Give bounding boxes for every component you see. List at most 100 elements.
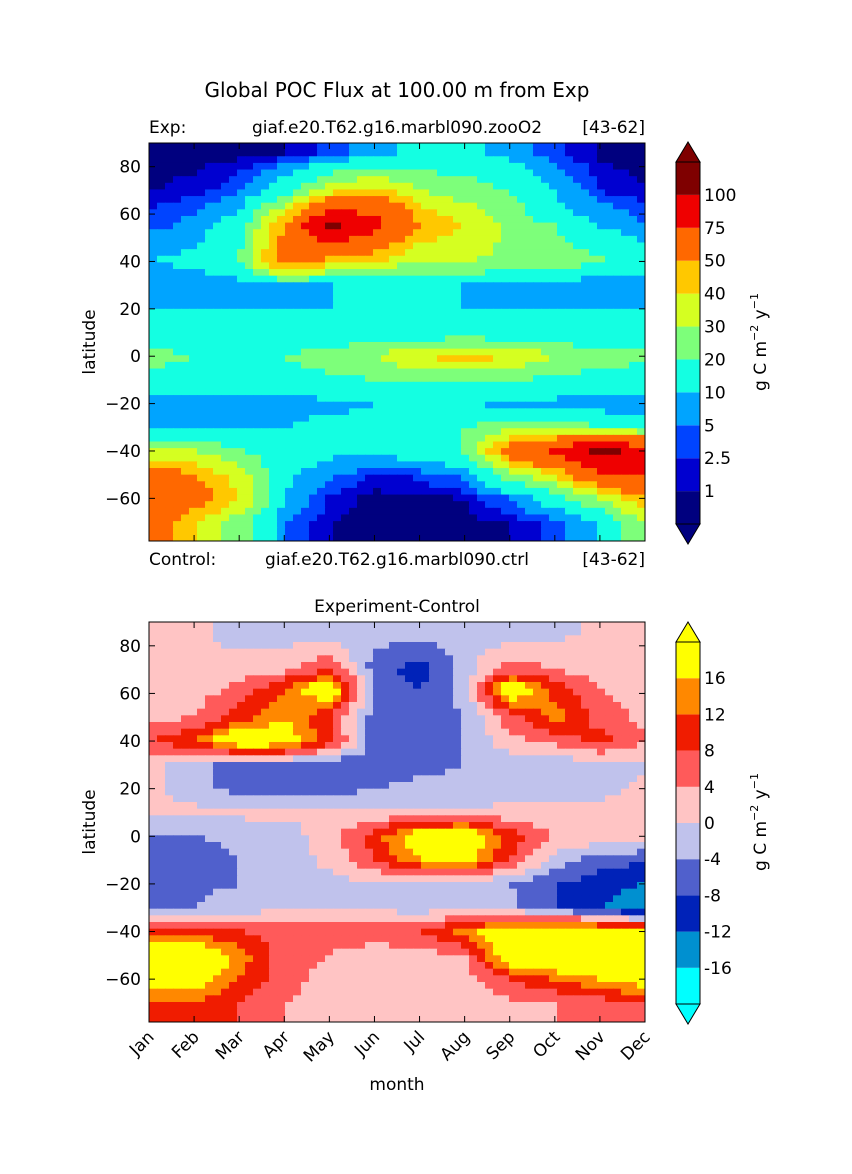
exp-heatmap-cell [229,368,238,376]
exp-heatmap-cell [221,348,230,356]
exp-heatmap-cell [501,461,510,469]
exp-heatmap-cell [181,335,190,343]
diff-heatmap-cell [621,635,630,643]
exp-heatmap-cell [325,229,334,237]
exp-heatmap-cell [237,235,246,244]
exp-heatmap-cell [565,514,574,522]
exp-heatmap-cell [525,368,534,376]
exp-heatmap-cell [541,249,550,257]
diff-heatmap-cell [253,735,262,743]
diff-heatmap-cell [413,675,422,683]
diff-heatmap-cell [205,748,214,756]
exp-heatmap-cell [381,434,390,443]
exp-heatmap-cell [621,507,630,516]
diff-heatmap-cell [221,642,230,650]
exp-heatmap-cell [485,395,494,403]
exp-heatmap-cell [573,322,582,330]
diff-heatmap-cell [501,688,510,696]
exp-heatmap-cell [261,494,270,502]
diff-heatmap-cell [453,688,462,696]
exp-heatmap-cell [221,235,230,244]
exp-heatmap-cell [605,229,614,237]
exp-heatmap-cell [253,401,262,409]
exp-heatmap-cell [501,428,510,436]
exp-heatmap-cell [629,507,638,516]
exp-heatmap-cell [349,441,358,449]
exp-heatmap-cell [445,474,454,482]
exp-heatmap-cell [413,507,422,516]
exp-heatmap-cell [485,215,494,224]
exp-heatmap-cell [237,162,246,171]
exp-heatmap-cell [309,494,318,502]
exp-heatmap-cell [501,507,510,516]
exp-heatmap-cell [469,401,478,409]
diff-heatmap-cell [237,675,246,683]
diff-heatmap-cell [237,715,246,723]
exp-heatmap-cell [605,242,614,250]
exp-heatmap-cell [573,282,582,290]
exp-heatmap-cell [301,395,310,403]
exp-heatmap-cell [365,322,374,330]
exp-heatmap-cell [621,534,630,541]
exp-heatmap-cell [573,454,582,462]
exp-heatmap-cell [621,434,630,443]
exp-heatmap-cell [605,474,614,482]
exp-heatmap-cell [501,302,510,310]
diff-heatmap-cell [597,708,606,716]
diff-heatmap-cell [381,702,390,710]
exp-heatmap-cell [629,249,638,257]
exp-heatmap-cell [245,156,254,164]
exp-heatmap-cell [421,408,430,416]
exp-heatmap-cell [469,527,478,535]
exp-heatmap-cell [333,143,342,151]
exp-heatmap-cell [333,196,342,204]
exp-heatmap-cell [429,282,438,290]
exp-heatmap-cell [573,441,582,449]
exp-heatmap-cell [557,507,566,516]
exp-heatmap-cell [533,189,542,197]
diff-heatmap-cell [445,628,454,636]
exp-heatmap-cell [581,176,590,184]
exp-heatmap-cell [541,335,550,343]
diff-heatmap-cell [549,715,558,723]
exp-heatmap-cell [389,149,398,157]
exp-heatmap-cell [221,143,230,151]
diff-heatmap-cell [397,722,406,730]
exp-heatmap-cell [581,361,590,370]
diff-heatmap-cell [293,682,302,690]
exp-heatmap-cell [517,401,526,409]
exp-heatmap-cell [461,255,470,263]
exp-heatmap-cell [461,361,470,370]
exp-heatmap-cell [309,143,318,151]
exp-heatmap-cell [349,481,358,489]
exp-heatmap-cell [461,368,470,376]
diff-heatmap-cell [613,642,622,650]
exp-heatmap-cell [365,209,374,217]
diff-heatmap-cell [309,742,318,750]
exp-heatmap-cell [205,501,214,509]
exp-heatmap-cell [181,215,190,224]
exp-heatmap-cell [285,408,294,416]
exp-heatmap-cell [597,255,606,263]
exp-heatmap-cell [197,328,206,336]
exp-heatmap-cell [573,395,582,403]
exp-heatmap-cell [205,481,214,489]
exp-heatmap-cell [317,328,326,336]
exp-heatmap-cell [621,196,630,204]
exp-heatmap-cell [157,156,166,164]
diff-heatmap-cell [381,708,390,716]
exp-heatmap-cell [165,249,174,257]
exp-heatmap-cell [237,315,246,323]
exp-heatmap-cell [269,441,278,449]
exp-heatmap-cell [549,275,558,283]
exp-heatmap-cell [309,335,318,343]
exp-heatmap-cell [597,235,606,244]
exp-heatmap-cell [149,401,158,409]
exp-heatmap-cell [573,302,582,310]
exp-heatmap-cell [589,295,598,303]
exp-heatmap-cell [581,182,590,191]
exp-heatmap-cell [597,421,606,429]
diff-heatmap-cell [173,695,182,703]
exp-heatmap-cell [629,381,638,390]
exp-heatmap-cell [325,361,334,370]
